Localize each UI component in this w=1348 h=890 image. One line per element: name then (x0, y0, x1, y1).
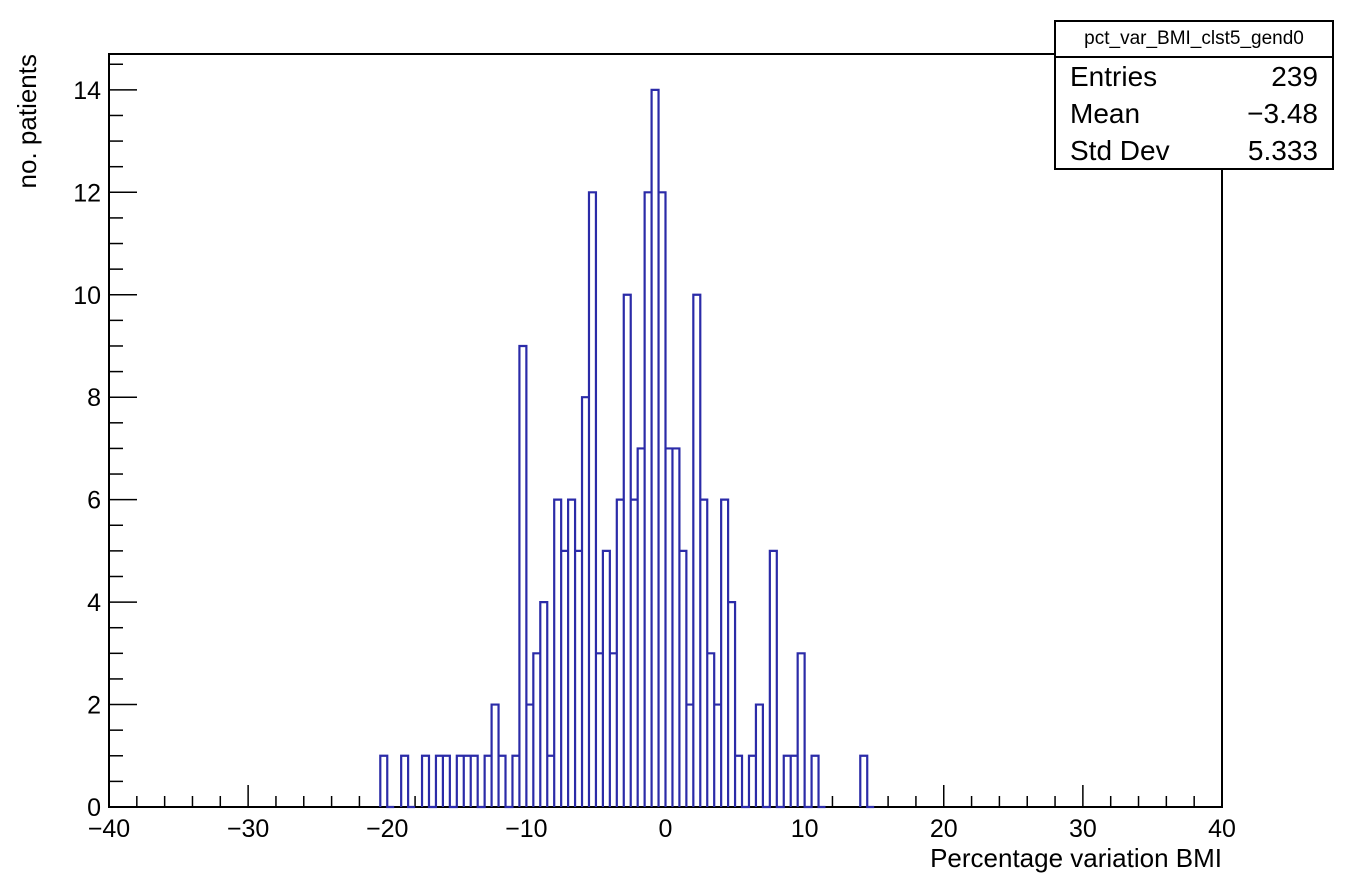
stats-label: Std Dev (1070, 135, 1170, 166)
x-tick-label: −10 (505, 815, 547, 843)
stats-value: −3.48 (1247, 98, 1318, 129)
histogram-series (379, 88, 875, 809)
x-tick-label: 10 (791, 815, 819, 843)
y-tick-label: 10 (73, 282, 101, 310)
y-tick-label: 8 (87, 384, 101, 412)
y-tick-label: 2 (87, 692, 101, 720)
y-tick-label: 4 (87, 589, 101, 617)
x-tick-label: −30 (227, 815, 269, 843)
stats-value: 5.333 (1247, 135, 1318, 166)
y-tick-label: 12 (73, 179, 101, 207)
x-tick-label: −20 (366, 815, 408, 843)
x-axis-ticks: −40 −30 −20 −10 0 10 20 30 40 (88, 785, 1236, 843)
stats-box: pct_var_BMI_clst5_gend0 Entries 239 Mean… (1054, 20, 1334, 170)
stats-title: pct_var_BMI_clst5_gend0 (1056, 22, 1332, 58)
stats-label: Entries (1070, 61, 1158, 92)
x-tick-label: 20 (930, 815, 958, 843)
x-tick-label: 40 (1208, 815, 1236, 843)
stats-label: Mean (1070, 98, 1141, 129)
y-tick-label: 14 (73, 77, 101, 105)
stats-row-mean: Mean −3.48 (1056, 95, 1332, 132)
x-tick-label: 0 (659, 815, 673, 843)
y-axis-ticks: 0 2 4 6 8 10 12 14 (73, 63, 137, 822)
x-tick-label: 30 (1069, 815, 1097, 843)
stats-value: 239 (1271, 61, 1318, 92)
stats-row-entries: Entries 239 (1056, 58, 1332, 95)
x-tick-label: −40 (88, 815, 130, 843)
x-axis-title: Percentage variation BMI (930, 843, 1222, 873)
y-axis-title: no. patients (12, 54, 42, 188)
stats-row-std-dev: Std Dev 5.333 (1056, 132, 1332, 169)
y-tick-label: 0 (87, 794, 101, 822)
y-tick-label: 6 (87, 487, 101, 515)
